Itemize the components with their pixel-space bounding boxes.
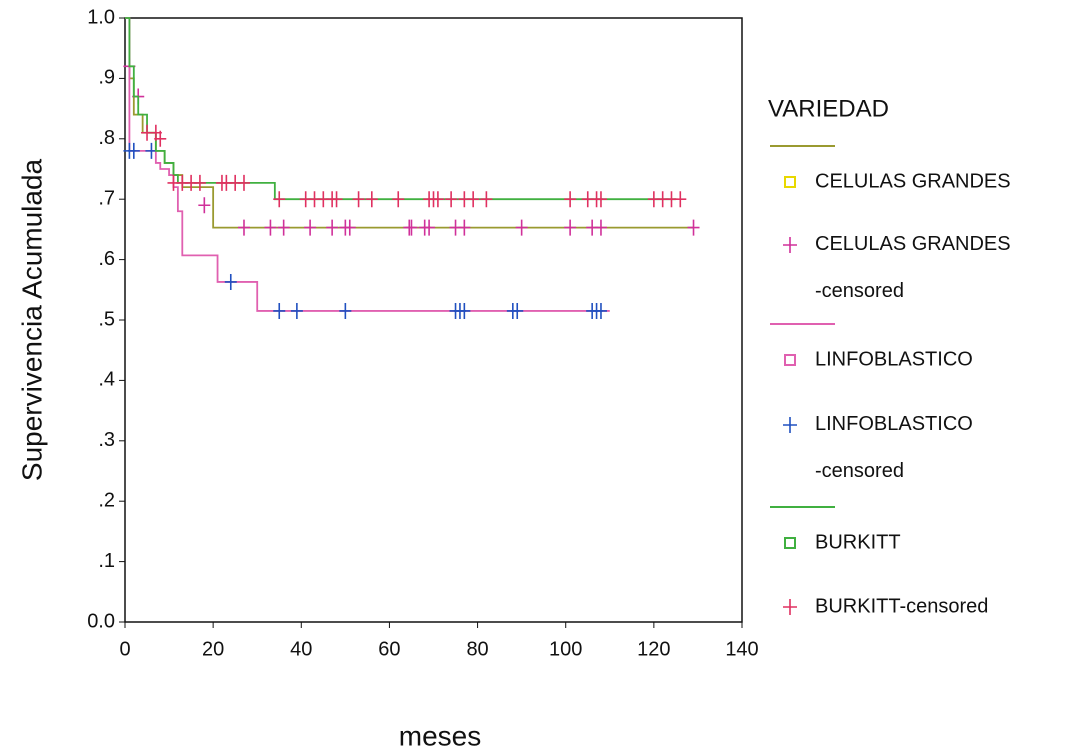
legend-label: CELULAS GRANDES -censored: [815, 233, 1011, 302]
censor-mark: [458, 219, 471, 236]
censor-mark: [392, 191, 405, 208]
x-tick-label: 0: [119, 638, 130, 660]
y-tick-label: .1: [98, 550, 115, 572]
x-tick-label: 100: [549, 638, 582, 660]
legend-label: BURKITT-censored: [815, 595, 988, 617]
x-tick-label: 140: [725, 638, 758, 660]
y-tick-label: .2: [98, 489, 115, 511]
legend-label: LINFOBLASTICO: [815, 348, 973, 370]
censor-mark: [445, 191, 458, 208]
legend-label: LINFOBLASTICO -censored: [815, 413, 973, 482]
censor-mark: [365, 191, 378, 208]
x-tick-label: 60: [378, 638, 400, 660]
x-tick-label: 40: [290, 638, 312, 660]
censor-mark: [273, 191, 286, 208]
y-tick-label: .4: [98, 369, 115, 391]
x-tick-label: 80: [466, 638, 488, 660]
censor-mark: [594, 191, 607, 208]
censor-mark: [564, 219, 577, 236]
y-tick-label: .9: [98, 67, 115, 89]
survival-line: [125, 17, 610, 312]
legend-marker: [783, 417, 797, 433]
legend-label-line: -censored: [815, 280, 904, 302]
legend-marker: [784, 537, 796, 549]
legend-label-line: -censored: [815, 460, 904, 482]
legend-marker: [783, 237, 797, 253]
legend-label-line: LINFOBLASTICO: [815, 413, 973, 435]
censor-mark: [467, 191, 480, 208]
censor-mark: [277, 219, 290, 236]
y-axis-label: Supervivencia Acumulada: [16, 158, 47, 481]
censor-mark: [687, 219, 700, 236]
censor-mark: [339, 302, 352, 319]
censor-mark: [290, 302, 303, 319]
x-tick-label: 20: [202, 638, 224, 660]
legend-label: CELULAS GRANDES: [815, 170, 1011, 192]
y-tick-label: .8: [98, 127, 115, 149]
censor-mark: [594, 302, 607, 319]
y-tick-label: .7: [98, 187, 115, 209]
censor-mark: [343, 219, 356, 236]
y-tick-label: .6: [98, 248, 115, 270]
censor-mark: [198, 197, 211, 214]
x-tick-label: 120: [637, 638, 670, 660]
survival-line: [125, 17, 694, 229]
censor-mark: [564, 191, 577, 208]
censor-mark: [352, 191, 365, 208]
censor-mark: [224, 273, 237, 290]
y-tick-label: .3: [98, 429, 115, 451]
survival-line: [125, 17, 676, 201]
censor-mark: [154, 130, 167, 147]
legend-marker: [784, 354, 796, 366]
censor-mark: [594, 219, 607, 236]
censor-mark: [237, 174, 250, 191]
censor-mark: [480, 191, 493, 208]
censor-mark: [326, 219, 339, 236]
legend-marker: [783, 599, 797, 615]
legend-title: VARIEDAD: [768, 95, 889, 122]
y-tick-label: 0.0: [87, 610, 115, 632]
censor-mark: [127, 142, 140, 159]
y-tick-label: .5: [98, 308, 115, 330]
plot-frame: [124, 17, 743, 623]
legend-label: BURKITT: [815, 531, 901, 553]
censor-mark: [458, 302, 471, 319]
censor-mark: [431, 191, 444, 208]
censor-mark: [405, 219, 418, 236]
censor-mark: [193, 174, 206, 191]
censor-mark: [330, 191, 343, 208]
censor-mark: [237, 219, 250, 236]
censor-mark: [515, 219, 528, 236]
censor-mark: [423, 219, 436, 236]
censor-mark: [304, 219, 317, 236]
censor-mark: [264, 219, 277, 236]
x-axis-label: meses: [399, 720, 481, 751]
y-tick-label: 1.0: [87, 6, 115, 28]
censor-mark: [273, 302, 286, 319]
censor-mark: [674, 191, 687, 208]
legend-marker: [784, 176, 796, 188]
censor-mark: [511, 302, 524, 319]
legend-label-line: CELULAS GRANDES: [815, 233, 1011, 255]
